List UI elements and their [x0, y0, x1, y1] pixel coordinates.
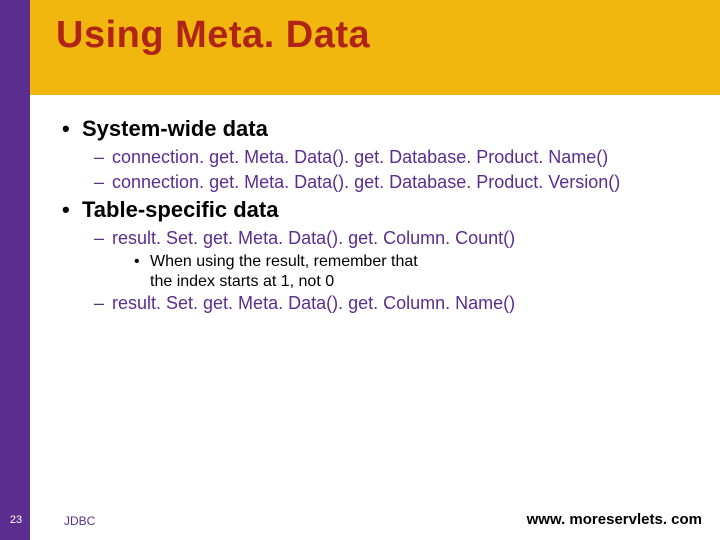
bullet-icon: • [62, 197, 82, 223]
dash-icon: – [94, 146, 112, 169]
heading-text: Table-specific data [82, 197, 278, 222]
heading-table-specific: •Table-specific data [62, 197, 700, 223]
list-item: –result. Set. get. Meta. Data(). get. Co… [94, 227, 700, 250]
bullet-icon: • [134, 252, 150, 272]
content-area: •System-wide data –connection. get. Meta… [62, 112, 700, 316]
page-number: 23 [5, 512, 27, 528]
bullet-icon: • [62, 116, 82, 142]
footer-url: www. moreservlets. com [527, 511, 702, 528]
left-stripe [0, 0, 30, 540]
dash-icon: – [94, 227, 112, 250]
sub-list-item: •When using the result, remember that [134, 252, 700, 272]
sub-list-text: When using the result, remember that [150, 253, 418, 270]
heading-system-wide: •System-wide data [62, 116, 700, 142]
list-item: –connection. get. Meta. Data(). get. Dat… [94, 171, 700, 194]
dash-icon: – [94, 171, 112, 194]
list-item: –connection. get. Meta. Data(). get. Dat… [94, 146, 700, 169]
footer-topic: JDBC [64, 514, 95, 528]
slide-title: Using Meta. Data [56, 14, 370, 57]
list-item-text: connection. get. Meta. Data(). get. Data… [112, 172, 620, 192]
list-item: –result. Set. get. Meta. Data(). get. Co… [94, 292, 700, 315]
list-item-text: result. Set. get. Meta. Data(). get. Col… [112, 293, 515, 313]
list-item-text: connection. get. Meta. Data(). get. Data… [112, 147, 608, 167]
sub-list-item: the index starts at 1, not 0 [150, 272, 700, 292]
sub-list-text: the index starts at 1, not 0 [150, 273, 334, 290]
heading-text: System-wide data [82, 116, 268, 141]
list-item-text: result. Set. get. Meta. Data(). get. Col… [112, 228, 515, 248]
dash-icon: – [94, 292, 112, 315]
slide: Using Meta. Data •System-wide data –conn… [0, 0, 720, 540]
